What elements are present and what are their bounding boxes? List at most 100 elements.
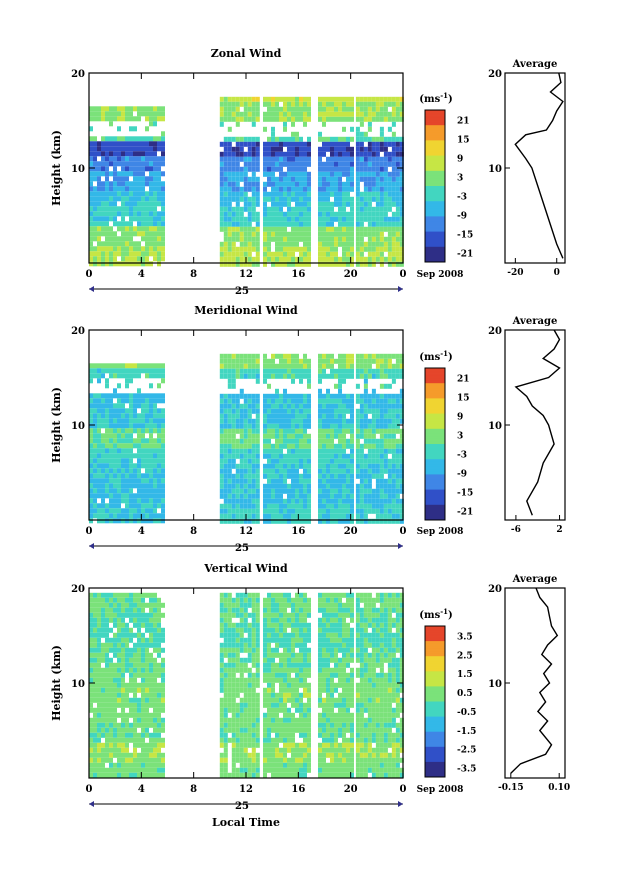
heat-cell xyxy=(307,518,311,524)
heat-cell xyxy=(251,737,256,743)
heat-cell xyxy=(105,712,109,718)
heat-cell xyxy=(299,483,303,489)
heat-cell xyxy=(287,368,291,374)
heat-cell xyxy=(318,221,322,227)
heat-cell xyxy=(263,742,267,748)
colorbar-tick-label: -21 xyxy=(457,508,473,518)
heat-cell xyxy=(149,752,153,758)
heat-cell xyxy=(299,423,303,429)
heat-cell xyxy=(271,126,275,132)
heat-cell xyxy=(121,216,125,222)
heat-cell xyxy=(223,757,228,763)
heat-cell xyxy=(247,251,252,257)
colorbar-segment xyxy=(425,479,445,483)
heat-cell xyxy=(137,141,141,147)
heat-cell xyxy=(247,393,252,399)
heat-cell xyxy=(145,166,149,172)
heat-cell xyxy=(101,368,105,374)
heat-cell xyxy=(149,201,153,207)
heat-cell xyxy=(125,438,129,444)
heat-cell xyxy=(322,518,326,524)
heat-cell xyxy=(97,111,101,117)
heat-cell xyxy=(113,468,117,474)
heat-cell xyxy=(399,186,404,192)
heat-cell xyxy=(318,508,322,514)
heat-cell xyxy=(129,772,133,778)
heat-cell xyxy=(89,201,93,207)
heat-cell xyxy=(318,156,322,162)
heat-cell xyxy=(125,176,129,182)
heat-cell xyxy=(387,373,392,379)
heat-cell xyxy=(243,592,248,598)
colorbar-tick-label: 3 xyxy=(457,174,463,184)
heat-cell xyxy=(145,156,149,162)
heat-cell xyxy=(157,637,161,643)
heat-cell xyxy=(338,166,342,172)
heat-cell xyxy=(89,448,93,454)
heat-cell xyxy=(263,702,267,708)
heat-cell xyxy=(267,697,271,703)
heat-cell xyxy=(235,368,240,374)
colorbar-segment xyxy=(425,423,445,427)
heat-cell xyxy=(153,637,157,643)
heat-cell xyxy=(247,256,252,262)
heat-cell xyxy=(137,463,141,469)
heat-cell xyxy=(97,508,101,514)
heat-cell xyxy=(395,498,400,504)
heat-cell xyxy=(355,488,360,494)
heat-cell xyxy=(129,697,133,703)
heat-cell xyxy=(371,251,376,257)
heat-cell xyxy=(223,722,228,728)
heat-cell xyxy=(113,211,117,217)
heat-cell xyxy=(141,256,145,262)
heat-cell xyxy=(383,443,388,449)
heat-cell xyxy=(161,106,165,112)
heat-cell xyxy=(113,241,117,247)
heat-cell xyxy=(223,246,228,252)
heat-cell xyxy=(93,398,97,404)
heat-cell xyxy=(279,106,283,112)
heat-cell xyxy=(363,191,368,197)
heat-cell xyxy=(145,428,149,434)
heat-cell xyxy=(295,493,299,499)
heat-cell xyxy=(322,458,326,464)
heat-cell xyxy=(227,463,232,469)
heat-cell xyxy=(346,191,350,197)
heat-cell xyxy=(267,592,271,598)
heat-cell xyxy=(219,682,224,688)
heat-cell xyxy=(141,722,145,728)
heat-cell xyxy=(141,166,145,172)
heat-cell xyxy=(121,236,125,242)
heat-cell xyxy=(149,488,153,494)
colorbar-tick-label: -21 xyxy=(457,250,473,260)
heat-cell xyxy=(367,373,372,379)
heat-cell xyxy=(299,438,303,444)
heat-cell xyxy=(255,211,260,217)
heat-cell xyxy=(251,677,256,683)
heat-cell xyxy=(291,236,295,242)
heat-cell xyxy=(153,498,157,504)
heat-cell xyxy=(291,438,295,444)
heat-cell xyxy=(263,358,267,364)
heat-cell xyxy=(379,403,384,409)
heat-cell xyxy=(157,251,161,257)
heat-cell xyxy=(121,186,125,192)
heat-cell xyxy=(330,106,334,112)
heat-cell xyxy=(243,236,248,242)
heat-cell xyxy=(342,423,346,429)
heat-cell xyxy=(387,448,392,454)
heat-cell xyxy=(129,602,133,608)
heat-cell xyxy=(279,251,283,257)
heat-cell xyxy=(350,231,354,237)
heat-cell xyxy=(299,96,303,102)
heat-cell xyxy=(113,146,117,152)
heat-cell xyxy=(117,612,121,618)
heat-cell xyxy=(399,246,404,252)
heat-cell xyxy=(350,201,354,207)
heat-cell xyxy=(235,443,240,449)
heat-cell xyxy=(113,742,117,748)
heat-cell xyxy=(97,518,101,524)
heat-cell xyxy=(117,483,121,489)
heat-cell xyxy=(97,652,101,658)
heat-cell xyxy=(125,478,129,484)
